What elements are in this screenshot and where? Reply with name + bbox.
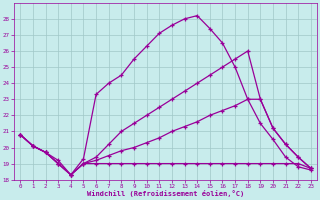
X-axis label: Windchill (Refroidissement éolien,°C): Windchill (Refroidissement éolien,°C): [87, 190, 244, 197]
